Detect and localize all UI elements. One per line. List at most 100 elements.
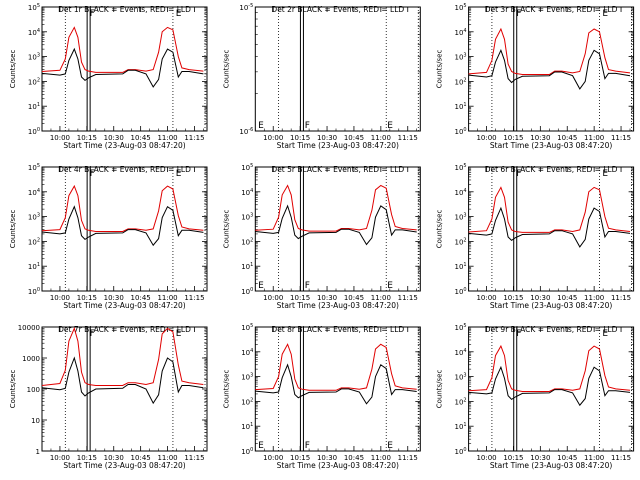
event-flag-marker: F [305,121,310,131]
x-tick-label: 11:00 [371,134,391,142]
plot-frame [41,326,208,452]
lld-series-line [255,343,417,391]
y-tick-label: 100 [28,287,40,296]
x-axis-label: Start Time (23-Aug-03 08:47:20) [63,461,185,470]
panel-title: Det 9r BLACK = Events, RED = LLD [485,325,618,334]
y-tick-label: 102 [28,237,40,246]
x-tick-label: 10:15 [503,134,523,142]
x-tick-label: 10:30 [530,294,550,302]
y-tick-label: 1 [36,448,40,456]
x-tick-label: 10:30 [530,134,550,142]
x-tick-label: 10:00 [50,454,70,462]
events-series-line [468,206,631,248]
y-tick-label: 10 [31,417,40,425]
panel-title: Det 3r BLACK = Events, RED = LLD [485,5,618,14]
y-axis-label: Counts/sec [9,370,17,409]
x-tick-label: 10:15 [77,294,97,302]
x-tick-label: 11:00 [157,294,177,302]
y-tick-label: 105 [454,323,466,332]
y-tick-label: 103 [454,53,466,62]
x-tick-label: 10:30 [104,294,124,302]
lld-series-line [41,184,204,232]
x-tick-label: 10:30 [317,454,337,462]
y-tick-label: 102 [454,77,466,86]
y-tick-label: 100 [454,127,466,136]
y-tick-label: 102 [454,237,466,246]
x-tick-label: 10:45 [557,294,577,302]
plot-frame [41,6,208,132]
y-tick-label: 101 [28,262,40,271]
lld-series-line [255,184,417,232]
y-tick-label: 100 [454,447,466,456]
x-tick-label: 10:30 [317,294,337,302]
panel-title: Det 5r BLACK = Events, RED = LLD [271,165,404,174]
event-flag-marker: E [602,169,608,179]
y-tick-label: 101 [454,262,466,271]
x-tick-label: 10:00 [263,454,283,462]
y-axis-label: Counts/sec [9,210,17,249]
y-tick-label: 104 [241,188,253,197]
y-tick-label: 105 [454,163,466,172]
x-tick-label: 11:00 [371,454,391,462]
x-tick-label: 10:15 [503,454,523,462]
lld-series-line [468,344,631,392]
event-flag-marker: E [176,169,182,179]
x-tick-label: 11:15 [611,294,631,302]
y-tick-label: 103 [241,373,253,382]
plot-frame [254,6,421,132]
x-tick-label: 11:15 [398,134,418,142]
panel-title: Det 4r BLACK = Events, RED = LLD [58,165,191,174]
y-tick-label: 100 [454,287,466,296]
panel-det-2: Det 2r BLACK = Events, RED = LLD 10-6 10-5… [222,3,421,150]
x-axis-label: Start Time (23-Aug-03 08:47:20) [63,301,185,310]
x-tick-label: 11:00 [584,134,604,142]
y-tick-label: 105 [28,3,40,12]
y-tick-label: 101 [454,102,466,111]
x-axis-label: Start Time (23-Aug-03 08:47:20) [277,461,399,470]
x-tick-label: 10:45 [344,294,364,302]
x-tick-label: 11:15 [398,294,418,302]
y-tick-label: 100 [241,447,253,456]
x-tick-label: 11:00 [584,294,604,302]
event-flag-marker: E [387,441,393,451]
plot-frame [254,326,421,452]
x-tick-label: 11:00 [157,454,177,462]
y-axis-label: Counts/sec [222,370,230,409]
x-tick-label: 10:45 [557,134,577,142]
y-tick-label: 103 [454,213,466,222]
panel-det-6: Det 6r BLACK = Events, RED = LLD 100 101 10… [436,163,635,310]
x-tick-label: 10:00 [50,294,70,302]
events-series-line [468,365,631,407]
y-tick-label: 105 [241,163,253,172]
panel-det-4: Det 4r BLACK = Events, RED = LLD 100 101 10… [9,163,208,310]
y-tick-label: 102 [241,237,253,246]
panel-title: Det 7r BLACK = Events, RED = LLD [58,325,191,334]
x-tick-label: 10:15 [290,294,310,302]
x-tick-label: 10:45 [131,294,151,302]
x-tick-label: 11:15 [611,134,631,142]
event-flag-marker: E [176,329,182,339]
events-series-line [41,47,204,88]
x-tick-label: 10:30 [104,134,124,142]
y-tick-label: 104 [241,348,253,357]
y-tick-label: 105 [454,3,466,12]
y-tick-label: 10000 [18,324,40,332]
plot-frame [468,6,635,132]
x-tick-label: 10:15 [290,454,310,462]
y-tick-label: 104 [454,28,466,37]
x-axis-label: Start Time (23-Aug-03 08:47:20) [277,301,399,310]
x-tick-label: 10:00 [263,294,283,302]
panel-title: Det 8r BLACK = Events, RED = LLD [271,325,404,334]
x-tick-label: 10:00 [263,134,283,142]
panel-det-1: Det 1r BLACK = Events, RED = LLD 100 101 10… [9,3,208,150]
panel-det-9: Det 9r BLACK = Events, RED = LLD 100 101 10… [436,323,635,470]
events-series-line [255,204,417,246]
y-tick-label: 10-5 [239,3,253,12]
panel-det-7: Det 7r BLACK = Events, RED = LLD 1 10 100 10… [9,324,208,470]
events-series-line [255,363,417,405]
x-tick-label: 10:15 [77,454,97,462]
event-flag-marker: E [602,9,608,19]
y-tick-label: 105 [28,163,40,172]
y-tick-label: 102 [454,397,466,406]
x-tick-label: 10:30 [530,454,550,462]
